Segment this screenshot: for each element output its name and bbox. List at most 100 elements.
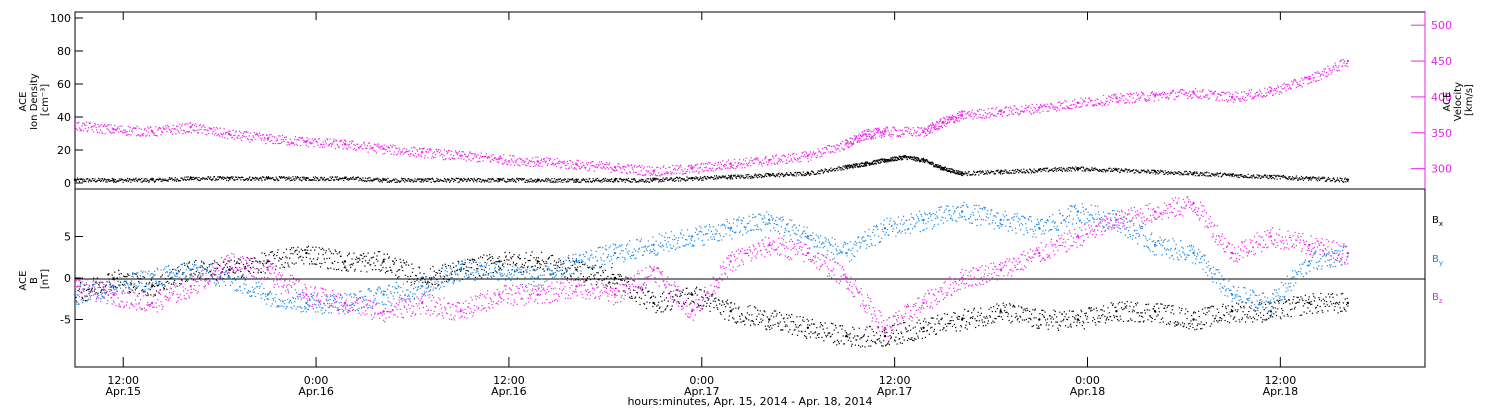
bottom-black-dot <box>244 267 246 269</box>
bottom-black-dot <box>115 278 117 280</box>
top-black-dot <box>854 166 856 168</box>
top-magenta-dot <box>654 169 656 171</box>
top-magenta-dot <box>230 134 232 136</box>
top-magenta-dot <box>345 140 347 142</box>
top-magenta-dot <box>1072 103 1074 105</box>
top-magenta-dot <box>836 144 838 146</box>
top-magenta-dot <box>1173 98 1175 100</box>
top-magenta-dot <box>485 153 487 155</box>
top-magenta-dot <box>175 125 178 127</box>
top-black-dot <box>1046 168 1048 170</box>
top-black-dot <box>454 179 456 182</box>
top-black-dot <box>796 171 799 174</box>
top-magenta-dot <box>946 116 948 118</box>
bottom-black-dot <box>265 254 267 257</box>
top-magenta-dot <box>822 153 824 155</box>
top-black-dot <box>433 181 435 183</box>
top-black-dot <box>669 178 671 180</box>
top-black-dot <box>319 177 322 179</box>
top-black-dot <box>647 178 649 180</box>
top-magenta-dot <box>929 132 931 134</box>
top-black-dot <box>766 172 768 175</box>
top-magenta-dot <box>968 111 970 113</box>
bottom-black-dot <box>250 257 252 260</box>
top-magenta-dot <box>1279 91 1281 93</box>
top-magenta-dot <box>448 158 450 160</box>
top-black-dot <box>1002 170 1004 172</box>
top-black-dot <box>713 178 715 181</box>
top-black-dot <box>1005 171 1008 173</box>
top-black-dot <box>610 179 612 181</box>
top-black-dot <box>209 178 211 180</box>
top-black-dot <box>823 171 825 173</box>
top-magenta-dot <box>847 147 849 149</box>
top-black-dot <box>1063 168 1065 170</box>
top-black-dot <box>253 177 255 179</box>
top-black-dot <box>1273 174 1275 176</box>
top-magenta-dot <box>1179 90 1181 92</box>
top-black-dot <box>1165 172 1167 174</box>
top-black-dot <box>1303 177 1305 180</box>
top-magenta-dot <box>855 136 857 138</box>
top-black-dot <box>1013 170 1015 172</box>
bottom-black-dot <box>295 262 297 264</box>
top-magenta-dot <box>282 139 284 141</box>
top-magenta-dot <box>121 125 123 127</box>
top-magenta-dot <box>870 138 873 140</box>
top-magenta-dot <box>960 115 962 117</box>
top-black-dot <box>1324 180 1326 182</box>
top-black-dot <box>813 173 815 176</box>
top-magenta-dot <box>687 165 689 168</box>
top-magenta-dot <box>1297 83 1299 85</box>
top-magenta-dot <box>1040 105 1042 107</box>
top-black-dot <box>199 179 201 182</box>
top-black-dot <box>1188 173 1190 175</box>
top-black-dot <box>1210 173 1213 175</box>
top-black-dot <box>1272 177 1274 179</box>
top-black-dot <box>1153 169 1155 171</box>
bottom-black-dot <box>215 274 217 276</box>
top-black-dot <box>920 159 922 161</box>
top-magenta-dot <box>1111 100 1114 103</box>
top-magenta-dot <box>306 137 308 139</box>
top-black-dot <box>833 167 835 170</box>
top-black-dot <box>242 176 244 179</box>
top-magenta-dot <box>1309 77 1312 79</box>
top-black-dot <box>871 163 873 165</box>
top-black-dot <box>919 161 921 163</box>
top-black-dot <box>1065 170 1067 172</box>
top-black-dot <box>1066 167 1068 169</box>
top-magenta-dot <box>392 144 394 146</box>
top-magenta-dot <box>253 131 255 134</box>
top-magenta-dot <box>699 167 701 169</box>
top-magenta-dot <box>112 128 115 130</box>
top-black-dot <box>519 178 522 180</box>
top-magenta-dot <box>1187 92 1189 94</box>
bottom-black-dot <box>427 286 430 288</box>
top-magenta-dot <box>99 125 101 127</box>
top-magenta-dot <box>1111 94 1113 96</box>
top-magenta-dot <box>1183 94 1186 96</box>
bottom-black-dot <box>98 283 100 286</box>
top-black-dot <box>1028 172 1030 174</box>
top-black-dot <box>1344 177 1346 179</box>
top-black-dot <box>900 159 902 161</box>
top-black-dot <box>177 179 179 181</box>
top-black-dot <box>173 178 175 181</box>
bottom-black-dot <box>356 261 358 263</box>
top-black-dot <box>380 180 382 182</box>
bottom-black-dot <box>120 281 122 283</box>
top-magenta-dot <box>1296 81 1298 83</box>
top-magenta-dot <box>1064 99 1066 102</box>
bottom-black-dot <box>253 257 255 259</box>
top-black-dot <box>474 179 477 182</box>
bottom-black-dot <box>336 268 338 271</box>
top-magenta-dot <box>1228 91 1230 93</box>
top-black-dot <box>86 178 88 180</box>
top-magenta-dot <box>944 118 946 120</box>
top-black-dot <box>658 181 660 183</box>
bottom-black-dot <box>322 254 324 256</box>
top-magenta-dot <box>1079 102 1081 104</box>
top-magenta-dot <box>199 124 201 126</box>
bottom-black-dot <box>346 268 348 271</box>
